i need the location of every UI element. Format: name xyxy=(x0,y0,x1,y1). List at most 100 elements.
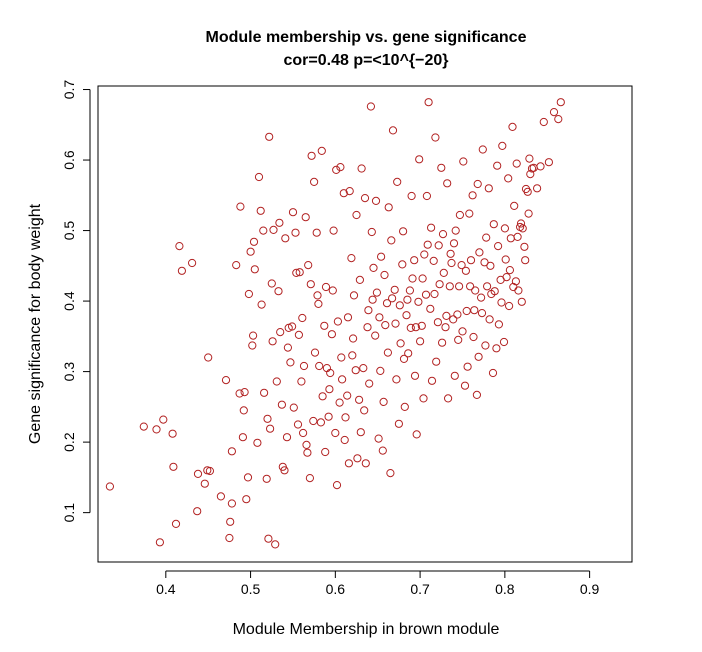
data-point xyxy=(455,282,464,291)
data-point xyxy=(239,406,248,415)
data-point xyxy=(430,289,439,299)
data-point xyxy=(417,321,426,330)
data-point xyxy=(500,224,509,233)
data-point xyxy=(248,341,257,350)
data-point xyxy=(505,266,514,275)
x-tick-label: 0.4 xyxy=(156,581,176,597)
data-point xyxy=(313,291,322,300)
data-point xyxy=(498,141,507,150)
data-point xyxy=(400,402,409,411)
data-point xyxy=(159,415,168,424)
data-point xyxy=(554,115,563,124)
y-tick-label: 0.3 xyxy=(61,362,77,382)
data-point xyxy=(331,428,340,438)
data-point xyxy=(488,368,498,378)
y-tick-label: 0.5 xyxy=(61,221,77,241)
data-point xyxy=(399,354,409,363)
data-point xyxy=(283,343,292,352)
data-point xyxy=(238,433,247,442)
data-point xyxy=(372,288,381,297)
data-point xyxy=(470,306,479,315)
data-point xyxy=(200,479,209,488)
data-point xyxy=(512,159,521,168)
data-point xyxy=(449,239,459,248)
data-point xyxy=(453,310,462,319)
data-point xyxy=(268,337,277,346)
data-point xyxy=(193,469,203,478)
data-point xyxy=(458,327,467,336)
data-point xyxy=(422,191,431,201)
data-point xyxy=(365,379,374,388)
data-point xyxy=(332,165,341,174)
data-point xyxy=(526,170,535,179)
data-point xyxy=(502,273,511,282)
data-point xyxy=(516,219,526,228)
x-tick-label: 0.9 xyxy=(580,581,600,597)
data-point xyxy=(407,191,416,201)
data-point xyxy=(386,469,395,478)
data-point xyxy=(438,338,447,347)
data-point xyxy=(307,151,316,160)
data-point xyxy=(333,317,342,326)
data-point xyxy=(523,187,532,196)
data-point xyxy=(351,366,360,375)
data-point xyxy=(225,533,234,543)
y-axis: 0.1 0.2 0.3 0.4 0.5 0.6 0.7 xyxy=(61,80,91,522)
data-point xyxy=(419,394,428,403)
data-point xyxy=(505,301,514,311)
data-point xyxy=(327,330,336,339)
data-point xyxy=(378,446,387,455)
x-axis: 0.4 0.5 0.6 0.7 0.8 0.9 xyxy=(156,570,600,597)
data-point xyxy=(465,209,474,218)
data-point xyxy=(375,313,384,322)
scatter-points xyxy=(105,98,565,549)
data-point xyxy=(391,319,400,328)
data-point xyxy=(442,311,451,320)
y-axis-label: Gene significance for body weight xyxy=(27,203,44,444)
data-point xyxy=(259,226,268,235)
data-point xyxy=(482,233,491,242)
data-point xyxy=(360,406,369,415)
data-point xyxy=(235,389,244,398)
data-point xyxy=(383,348,392,357)
data-point xyxy=(329,226,338,235)
data-point xyxy=(254,172,264,182)
data-point xyxy=(433,318,442,327)
data-point xyxy=(263,414,272,423)
data-point xyxy=(309,416,318,426)
data-point xyxy=(260,388,269,397)
data-point xyxy=(446,249,455,258)
x-tick-label: 0.7 xyxy=(410,581,430,597)
data-point xyxy=(384,203,393,212)
data-point xyxy=(517,297,526,306)
data-point xyxy=(418,274,427,283)
data-point xyxy=(320,321,329,330)
data-point xyxy=(171,519,181,529)
data-point xyxy=(294,330,303,339)
data-point xyxy=(480,258,489,267)
data-point xyxy=(459,157,468,166)
data-point xyxy=(460,381,470,390)
data-point xyxy=(344,459,353,468)
data-point xyxy=(337,353,346,362)
data-point xyxy=(360,194,370,203)
data-point xyxy=(155,538,164,547)
data-point xyxy=(403,295,412,304)
data-point xyxy=(414,297,423,306)
data-point xyxy=(382,299,392,308)
data-point xyxy=(376,366,385,375)
data-point xyxy=(368,295,377,304)
data-point xyxy=(216,492,225,501)
data-point xyxy=(321,447,330,457)
data-point xyxy=(240,388,249,397)
data-point xyxy=(478,145,487,154)
data-point xyxy=(352,210,361,220)
data-point xyxy=(485,315,494,324)
data-point xyxy=(492,344,501,353)
data-point xyxy=(406,323,415,332)
data-point xyxy=(363,323,372,332)
data-point xyxy=(393,177,402,186)
data-point xyxy=(387,236,396,245)
data-point xyxy=(437,163,446,172)
data-point xyxy=(345,187,354,196)
